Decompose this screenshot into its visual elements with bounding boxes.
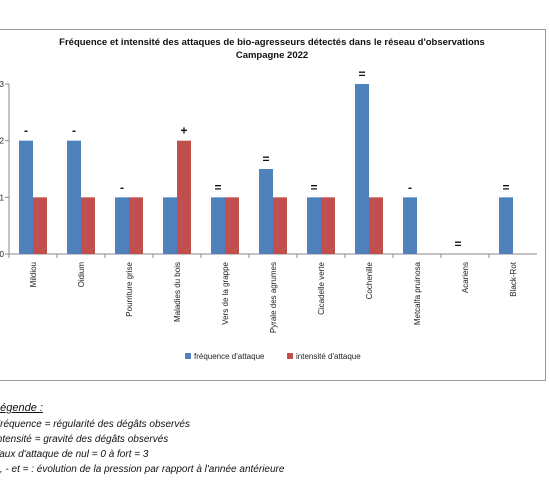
chart-subtitle: Campagne 2022 (235, 50, 309, 61)
x-tick-label: Cochenille (365, 261, 374, 299)
bar-frequence (67, 140, 81, 254)
bar-intensite (129, 197, 143, 254)
bar-intensite (177, 140, 191, 254)
x-tick-label: Acariens (461, 262, 470, 293)
legend-note-line: Intensité = gravité des dégâts observés (0, 434, 169, 445)
legend-notes: Légende : Fréquence = régularité des dég… (0, 402, 550, 479)
bar-frequence (499, 197, 513, 254)
legend-notes-heading: Légende : (0, 402, 43, 414)
bar-intensite (273, 197, 287, 254)
trend-annotation: = (262, 152, 269, 166)
legend-label-intensite: intensité d'attaque (296, 352, 361, 361)
y-tick-label: 2 (0, 137, 5, 146)
trend-annotation: = (310, 180, 317, 194)
y-tick-label: 1 (0, 193, 5, 202)
trend-annotation: = (358, 67, 365, 81)
x-tick-label: Black-Rot (509, 261, 518, 296)
trend-annotation: + (180, 124, 187, 138)
trend-annotation: - (408, 180, 412, 194)
chart-title: Fréquence et intensité des attaques de b… (59, 37, 485, 48)
y-tick-label: 0 (0, 250, 5, 259)
legend-note-line: Fréquence = régularité des dégâts observ… (0, 419, 190, 430)
bar-frequence (259, 169, 273, 254)
bar-frequence (163, 197, 177, 254)
bar-frequence (355, 84, 369, 254)
x-tick-label: Pyrale des agrumes (269, 262, 278, 333)
trend-annotation: = (454, 237, 461, 251)
chart-frame: Fréquence et intensité des attaques de b… (0, 29, 546, 381)
trend-annotation: - (72, 124, 76, 138)
bar-chart: 0 1 2 3 - Mildiou - Oidium - Pourriture grise + Mal… (0, 67, 537, 361)
bar-intensite (321, 197, 335, 254)
x-tick-label: Maladies du bois (173, 262, 182, 322)
trend-annotation: - (120, 180, 124, 194)
bar-frequence (115, 197, 129, 254)
bar-frequence (403, 197, 417, 254)
bar-intensite (81, 197, 95, 254)
bar-frequence (19, 140, 33, 254)
x-tick-label: Vers de la grappe (221, 261, 230, 324)
trend-annotation: = (502, 180, 509, 194)
bar-intensite (225, 197, 239, 254)
legend-note-line: Taux d'attaque de nul = 0 à fort = 3 (0, 449, 149, 460)
bar-intensite (369, 197, 383, 254)
x-tick-label: Mildiou (29, 262, 38, 287)
bar-intensite (33, 197, 47, 254)
bar-frequence (307, 197, 321, 254)
legend-note-line: +, - et = : évolution de la pression par… (0, 464, 285, 475)
trend-annotation: - (24, 124, 28, 138)
legend-swatch-frequence (185, 353, 191, 359)
bar-frequence (211, 197, 225, 254)
x-tick-label: Pourriture grise (125, 261, 134, 316)
x-tick-label: Metcalfa pruinosa (413, 261, 422, 325)
legend-label-frequence: fréquence d'attaque (194, 352, 265, 361)
legend-swatch-intensite (287, 353, 293, 359)
x-tick-label: Oidium (77, 262, 86, 288)
y-tick-label: 3 (0, 80, 5, 89)
x-tick-label: Cicadelle verte (317, 261, 326, 314)
trend-annotation: = (214, 180, 221, 194)
